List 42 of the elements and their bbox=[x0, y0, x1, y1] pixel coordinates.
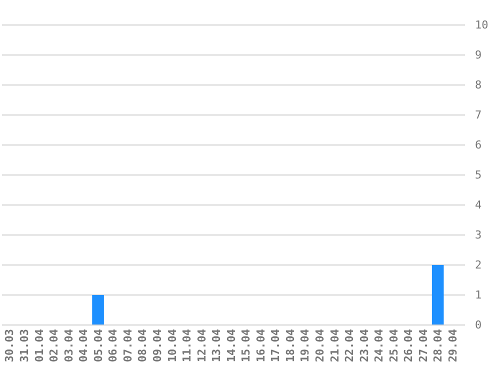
y-tick-label: 0 bbox=[475, 318, 482, 332]
y-tick-label: 5 bbox=[475, 168, 482, 182]
y-tick-label: 6 bbox=[475, 138, 482, 152]
x-tick-label: 30.03 bbox=[3, 329, 16, 362]
y-tick-label: 1 bbox=[475, 288, 482, 302]
x-tick-label: 21.04 bbox=[328, 328, 342, 362]
x-tick-label: 01.04 bbox=[32, 328, 46, 362]
y-tick-label: 7 bbox=[475, 108, 482, 122]
x-tick-label: 07.04 bbox=[121, 328, 134, 362]
x-tick-label: 16.04 bbox=[254, 328, 268, 362]
x-tick-label: 27.04 bbox=[416, 328, 430, 362]
x-tick-label: 26.04 bbox=[402, 328, 416, 362]
y-tick-label: 8 bbox=[475, 78, 482, 92]
x-tick-label: 05.04 bbox=[92, 328, 105, 362]
x-tick-label: 24.04 bbox=[372, 328, 386, 362]
x-tick-label: 17.04 bbox=[269, 328, 282, 362]
x-tick-label: 15.04 bbox=[240, 328, 253, 362]
x-tick-label: 04.04 bbox=[77, 328, 90, 362]
y-tick-label: 2 bbox=[475, 258, 482, 272]
x-tick-label: 20.04 bbox=[313, 328, 326, 362]
x-tick-label: 18.04 bbox=[284, 328, 297, 362]
x-tick-label: 25.04 bbox=[387, 328, 400, 362]
x-tick-label: 22.04 bbox=[343, 328, 356, 362]
x-tick-label: 12.04 bbox=[195, 328, 208, 362]
x-tick-label: 10.04 bbox=[166, 328, 179, 362]
x-tick-label: 11.04 bbox=[180, 328, 194, 362]
y-tick-label: 9 bbox=[475, 48, 482, 62]
x-tick-label: 06.04 bbox=[106, 328, 120, 362]
y-tick-label: 3 bbox=[475, 228, 482, 242]
x-tick-label: 31.03 bbox=[18, 329, 32, 362]
x-tick-label: 09.04 bbox=[150, 328, 164, 362]
x-tick-label: 13.04 bbox=[210, 328, 224, 362]
y-tick-label: 10 bbox=[475, 18, 488, 32]
y-tick-label: 4 bbox=[475, 198, 482, 212]
x-tick-label: 02.04 bbox=[48, 328, 61, 362]
x-tick-label: 03.04 bbox=[62, 328, 76, 362]
x-tick-label: 28.04 bbox=[432, 328, 445, 362]
x-tick-label: 23.04 bbox=[358, 328, 371, 362]
x-tick-label: 08.04 bbox=[136, 328, 150, 362]
x-tick-label: 19.04 bbox=[298, 328, 312, 362]
x-tick-label: 29.04 bbox=[446, 328, 460, 362]
x-tick-label: 14.04 bbox=[224, 328, 238, 362]
